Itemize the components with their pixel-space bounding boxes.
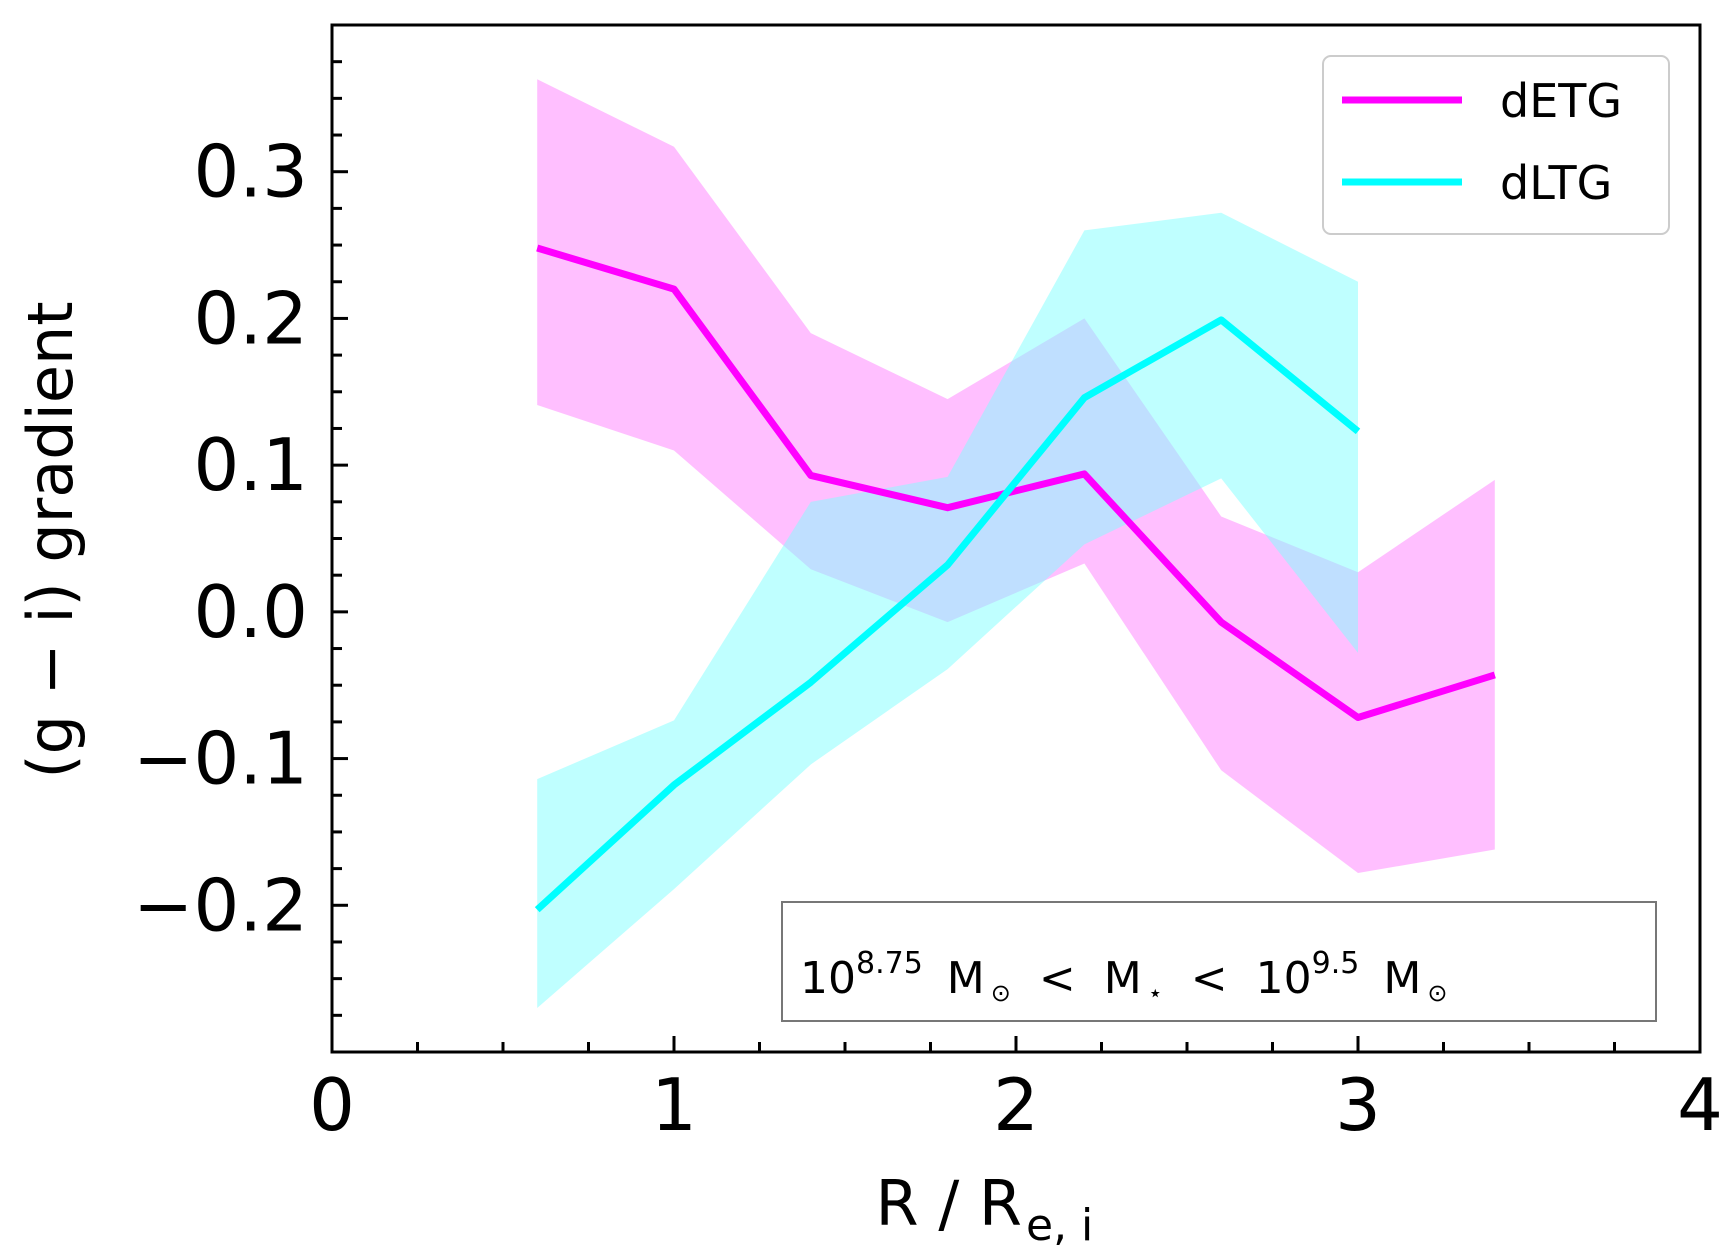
y-axis-label: (g − i) gradient xyxy=(14,301,87,778)
line-detg xyxy=(536,244,1496,721)
annotation-unit1-sub: ⊙ xyxy=(991,979,1011,1007)
annotation-exp2: 9.5 xyxy=(1312,946,1360,981)
legend: dETG dLTG xyxy=(1322,55,1670,235)
x-tick-label: 0 xyxy=(309,1063,355,1147)
annotation-unit2-sub: ⊙ xyxy=(1427,979,1447,1007)
annotation-exp1: 8.75 xyxy=(856,946,923,981)
annotation-box xyxy=(781,901,1657,1022)
annotation-mstar: M xyxy=(1104,953,1142,1004)
y-tick-labels: −0.2 −0.1 0.0 0.1 0.2 0.3 xyxy=(133,130,308,948)
x-axis-label-subscript: e, i xyxy=(1026,1200,1093,1249)
band-dltg xyxy=(537,212,1358,1008)
annotation-base1: 10 xyxy=(800,953,856,1004)
mass-range-annotation: 108.75 M ⊙ < M ⋆ <109.5 M ⊙ xyxy=(781,901,1657,1022)
x-tick-label: 4 xyxy=(1677,1063,1722,1147)
y-tick-label: 0.0 xyxy=(193,570,308,654)
y-tick-label: −0.2 xyxy=(133,863,308,947)
annotation-lt1: < xyxy=(1039,953,1076,1004)
annotation-unit1: M xyxy=(947,953,985,1004)
legend-label-detg: dETG xyxy=(1500,74,1622,128)
axis-ticks xyxy=(330,23,1702,1054)
annotation-base2: 10 xyxy=(1256,953,1312,1004)
y-tick-label: 0.2 xyxy=(193,276,308,360)
annotation-mstar-sub: ⋆ xyxy=(1148,979,1163,1007)
x-tick-labels: 0 1 2 3 4 xyxy=(309,1063,1722,1147)
svg-text:108.75M⊙<M⋆<109.5M⊙: 108.75 M ⊙ < M ⋆ <109.5 M ⊙ xyxy=(800,946,1447,1007)
annotation-lt2: < xyxy=(1191,953,1228,1004)
x-tick-label: 2 xyxy=(993,1063,1039,1147)
annotation-unit2: M xyxy=(1383,953,1421,1004)
y-tick-label: 0.3 xyxy=(193,130,308,214)
x-tick-label: 1 xyxy=(651,1063,697,1147)
x-tick-label: 3 xyxy=(1335,1063,1381,1147)
legend-label-dltg: dLTG xyxy=(1500,156,1612,210)
series-lines xyxy=(534,244,1496,913)
x-axis-label: R / R xyxy=(876,1167,1022,1240)
y-tick-label: 0.1 xyxy=(193,423,308,507)
y-tick-label: −0.1 xyxy=(133,717,308,801)
